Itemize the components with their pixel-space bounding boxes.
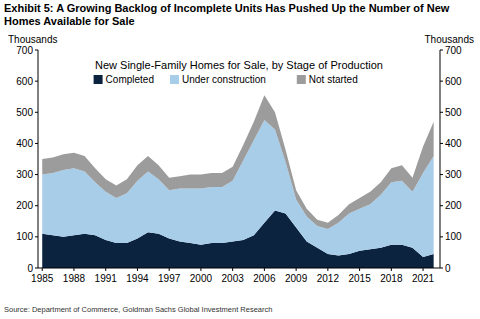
y2-tick (440, 143, 443, 144)
x-tick-label: 1988 (63, 273, 86, 284)
x-tick (232, 268, 233, 271)
legend-swatch (94, 75, 103, 84)
x-tick-label: 2003 (222, 273, 245, 284)
y2-tick-label: 0 (445, 263, 451, 274)
y2-tick-label: 600 (445, 76, 462, 87)
x-tick-label: 2006 (253, 273, 276, 284)
x-tick-label: 2015 (348, 273, 371, 284)
y2-tick-label: 200 (445, 200, 462, 211)
y-tick (35, 236, 38, 237)
x-tick (73, 268, 74, 271)
y-tick-label: 200 (16, 200, 33, 211)
area-series (42, 95, 433, 229)
x-tick-label: 1985 (31, 273, 54, 284)
y-tick-label: 700 (16, 45, 33, 56)
x-tick (169, 268, 170, 271)
title: Exhibit 5: A Growing Backlog of Incomple… (4, 2, 476, 28)
y2-axis-label: Thousands (425, 34, 474, 45)
x-tick (42, 268, 43, 271)
y-tick-label: 600 (16, 76, 33, 87)
y-tick-label: 300 (16, 169, 33, 180)
y-axis (38, 50, 39, 268)
source: Source: Department of Commerce, Goldman … (4, 305, 272, 314)
y2-tick (440, 174, 443, 175)
y2-tick-label: 500 (445, 107, 462, 118)
x-tick-label: 2009 (285, 273, 308, 284)
legend-label: Completed (106, 74, 154, 85)
y-tick-label: 400 (16, 138, 33, 149)
y-tick-label: 500 (16, 107, 33, 118)
y-tick-label: 0 (27, 263, 33, 274)
x-tick (296, 268, 297, 271)
legend-swatch (297, 75, 306, 84)
x-axis (38, 268, 440, 269)
y-tick (35, 50, 38, 51)
y2-tick (440, 112, 443, 113)
y2-axis (440, 50, 441, 268)
x-tick-label: 2000 (190, 273, 213, 284)
x-tick (200, 268, 201, 271)
y-tick (35, 143, 38, 144)
legend-label: Not started (309, 74, 358, 85)
plot-area (42, 95, 433, 268)
x-tick (359, 268, 360, 271)
y-tick (35, 112, 38, 113)
legend-label: Under construction (182, 74, 266, 85)
y-tick (35, 174, 38, 175)
y-tick-label: 100 (16, 231, 33, 242)
y2-tick (440, 205, 443, 206)
y-tick (35, 81, 38, 82)
x-tick-label: 2018 (380, 273, 403, 284)
x-tick-label: 1997 (158, 273, 181, 284)
x-tick-label: 1991 (95, 273, 118, 284)
subtitle: New Single-Family Homes for Sale, by Sta… (95, 59, 383, 71)
x-tick-label: 1994 (126, 273, 149, 284)
legend-swatch (170, 75, 179, 84)
x-tick-label: 2012 (317, 273, 340, 284)
y2-tick (440, 50, 443, 51)
legend: Completed Under construction Not started (94, 74, 358, 85)
y-tick (35, 205, 38, 206)
y2-tick-label: 400 (445, 138, 462, 149)
y2-tick (440, 81, 443, 82)
x-tick-label: 2021 (412, 273, 435, 284)
x-tick (105, 268, 106, 271)
y-tick (35, 268, 38, 269)
x-tick (327, 268, 328, 271)
y-axis-label: Thousands (8, 34, 57, 45)
x-tick (264, 268, 265, 271)
x-tick (137, 268, 138, 271)
y2-tick-label: 100 (445, 231, 462, 242)
y2-tick (440, 236, 443, 237)
x-tick (423, 268, 424, 271)
y2-tick-label: 700 (445, 45, 462, 56)
y2-tick (440, 268, 443, 269)
y2-tick-label: 300 (445, 169, 462, 180)
x-tick (391, 268, 392, 271)
